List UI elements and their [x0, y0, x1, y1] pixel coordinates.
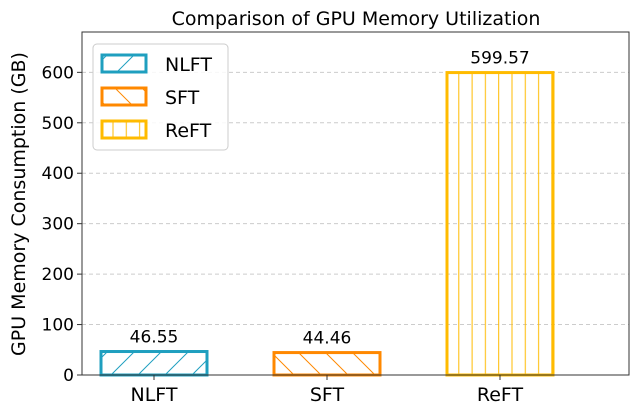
x-tick-label: SFT	[310, 384, 345, 406]
y-tick-label: 100	[42, 316, 74, 336]
legend-swatch-nlft	[100, 53, 148, 74]
data-label: 46.55	[130, 328, 179, 348]
y-tick-label: 600	[42, 63, 74, 83]
bar-nlft	[99, 350, 209, 377]
x-tick-label: ReFT	[477, 384, 524, 406]
chart-title: Comparison of GPU Memory Utilization	[172, 8, 541, 30]
legend-label: SFT	[165, 87, 200, 109]
y-tick-label: 300	[42, 215, 74, 235]
plot-frame	[81, 31, 630, 376]
y-tick-label: 400	[42, 164, 74, 184]
y-axis-label: GPU Memory Consumption (GB)	[8, 52, 30, 356]
bar-reft	[445, 71, 555, 377]
legend-label: ReFT	[165, 120, 212, 142]
legend-swatch-sft	[100, 86, 148, 107]
legend-swatch-reft	[100, 119, 148, 140]
x-tick-label: NLFT	[131, 384, 178, 406]
legend-label: NLFT	[165, 54, 212, 76]
y-tick-label: 0	[63, 366, 74, 386]
data-label: 599.57	[470, 49, 529, 69]
data-label: 44.46	[303, 329, 352, 349]
bar-sft	[272, 351, 382, 377]
legend: NLFT SFT ReFT	[92, 43, 229, 151]
y-tick-label: 500	[42, 114, 74, 134]
y-tick-label: 200	[42, 265, 74, 285]
